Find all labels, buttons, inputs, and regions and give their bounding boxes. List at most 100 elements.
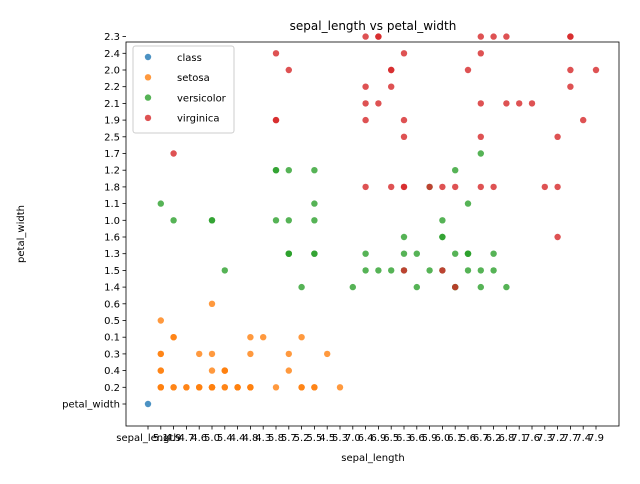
data-point-virginica	[439, 267, 446, 274]
data-point-virginica	[388, 66, 395, 74]
x-tick-label: 7.2	[550, 433, 566, 444]
x-tick-label: 6.9	[370, 433, 386, 444]
x-tick-label: 6.3	[396, 433, 412, 444]
data-point-setosa	[311, 384, 318, 391]
data-point-virginica	[503, 100, 510, 107]
data-point-virginica	[554, 133, 561, 140]
data-point-virginica	[541, 183, 548, 191]
data-point-setosa	[234, 384, 241, 391]
data-point-setosa	[285, 367, 292, 374]
data-point-versicolor	[362, 250, 369, 257]
x-tick-label: 4.6	[191, 433, 207, 444]
x-tick-label: 6.4	[358, 433, 374, 444]
y-axis-label: petal_width	[16, 205, 27, 263]
x-tick-label: 4.4	[230, 433, 246, 444]
x-tick-label: 7.0	[345, 433, 361, 444]
data-point-versicolor	[452, 250, 459, 257]
legend-label: virginica	[177, 114, 220, 125]
data-point-virginica	[272, 50, 280, 57]
x-tick-label: 5.3	[332, 433, 348, 444]
data-point-virginica	[464, 66, 472, 74]
data-point-versicolor	[439, 233, 446, 241]
y-tick-label: 1.0	[104, 216, 120, 227]
data-point-versicolor	[285, 167, 292, 174]
data-point-versicolor	[464, 267, 472, 274]
plot-points	[144, 33, 600, 408]
data-point-versicolor	[285, 250, 292, 257]
data-point-setosa	[208, 367, 216, 374]
data-point-versicolor	[464, 200, 472, 207]
y-tick-label: 1.3	[104, 249, 120, 260]
x-tick-label: 7.6	[524, 433, 540, 444]
y-tick-label: 2.0	[104, 66, 120, 77]
legend-label: versicolor	[177, 93, 227, 104]
data-point-versicolor	[439, 217, 446, 224]
data-point-virginica	[362, 83, 369, 90]
x-tick-label: 4.7	[178, 433, 194, 444]
data-point-versicolor	[170, 217, 177, 224]
data-point-versicolor	[400, 250, 408, 257]
x-tick-label: 4.5	[319, 433, 335, 444]
data-point-versicolor	[221, 267, 228, 274]
y-tick-label: 2.2	[104, 82, 120, 93]
data-point-versicolor	[298, 283, 305, 291]
data-point-setosa	[324, 350, 331, 358]
data-point-versicolor	[490, 267, 497, 274]
legend-box	[132, 45, 235, 134]
y-tick-label: 1.2	[104, 166, 120, 177]
x-axis-ticks: sepal_length5.14.94.74.65.05.44.44.84.35…	[116, 426, 604, 444]
data-point-setosa	[221, 367, 228, 374]
x-tick-label: 7.7	[562, 433, 578, 444]
data-point-virginica	[388, 183, 395, 191]
data-point-setosa	[247, 334, 254, 341]
data-point-setosa	[298, 384, 305, 391]
data-point-setosa	[170, 384, 177, 391]
x-tick-label: 6.6	[409, 433, 425, 444]
data-point-versicolor	[157, 200, 164, 207]
y-tick-label: 0.1	[104, 333, 120, 344]
data-point-versicolor	[426, 267, 433, 274]
data-point-virginica	[400, 116, 408, 124]
data-point-setosa	[298, 334, 305, 341]
x-tick-label: 5.6	[460, 433, 476, 444]
x-tick-label: 5.9	[422, 433, 438, 444]
data-point-versicolor	[477, 267, 484, 274]
y-tick-label: petal_width	[62, 400, 120, 411]
data-point-versicolor	[272, 217, 280, 224]
data-point-virginica	[426, 183, 433, 191]
legend-marker	[144, 114, 152, 122]
data-point-setosa	[170, 334, 177, 341]
data-point-setosa	[196, 384, 203, 391]
data-point-virginica	[400, 267, 408, 274]
data-point-virginica	[362, 33, 369, 40]
data-point-virginica	[567, 83, 574, 90]
data-point-versicolor	[464, 250, 472, 257]
data-point-setosa	[157, 384, 164, 391]
data-point-setosa	[208, 350, 216, 358]
y-tick-label: 1.5	[104, 266, 120, 277]
data-point-versicolor	[413, 283, 420, 291]
y-axis-ticks: petal_width 0.2 0.4 0.3 0.1 0.5 0.6 1.4 1.5 1.3 1.…	[62, 32, 126, 411]
data-point-versicolor	[272, 167, 280, 174]
data-point-versicolor	[362, 267, 369, 274]
data-point-virginica	[362, 183, 369, 191]
data-point-setosa	[285, 350, 292, 358]
y-tick-label: 0.4	[104, 366, 120, 377]
x-tick-label: 6.7	[473, 433, 489, 444]
data-point-setosa	[260, 334, 267, 341]
data-point-virginica	[490, 33, 497, 40]
data-point-virginica	[528, 100, 536, 107]
data-point-virginica	[375, 33, 382, 40]
x-tick-label: 5.1	[153, 433, 169, 444]
x-tick-label: 4.3	[255, 433, 271, 444]
x-tick-label: 7.4	[575, 433, 591, 444]
data-point-versicolor	[452, 167, 459, 174]
data-point-versicolor	[375, 267, 382, 274]
data-point-virginica	[439, 183, 446, 191]
data-point-virginica	[477, 183, 484, 191]
data-point-virginica	[452, 283, 459, 291]
data-point-versicolor	[208, 217, 216, 224]
data-point-versicolor	[349, 283, 356, 291]
data-point-virginica	[362, 116, 369, 124]
